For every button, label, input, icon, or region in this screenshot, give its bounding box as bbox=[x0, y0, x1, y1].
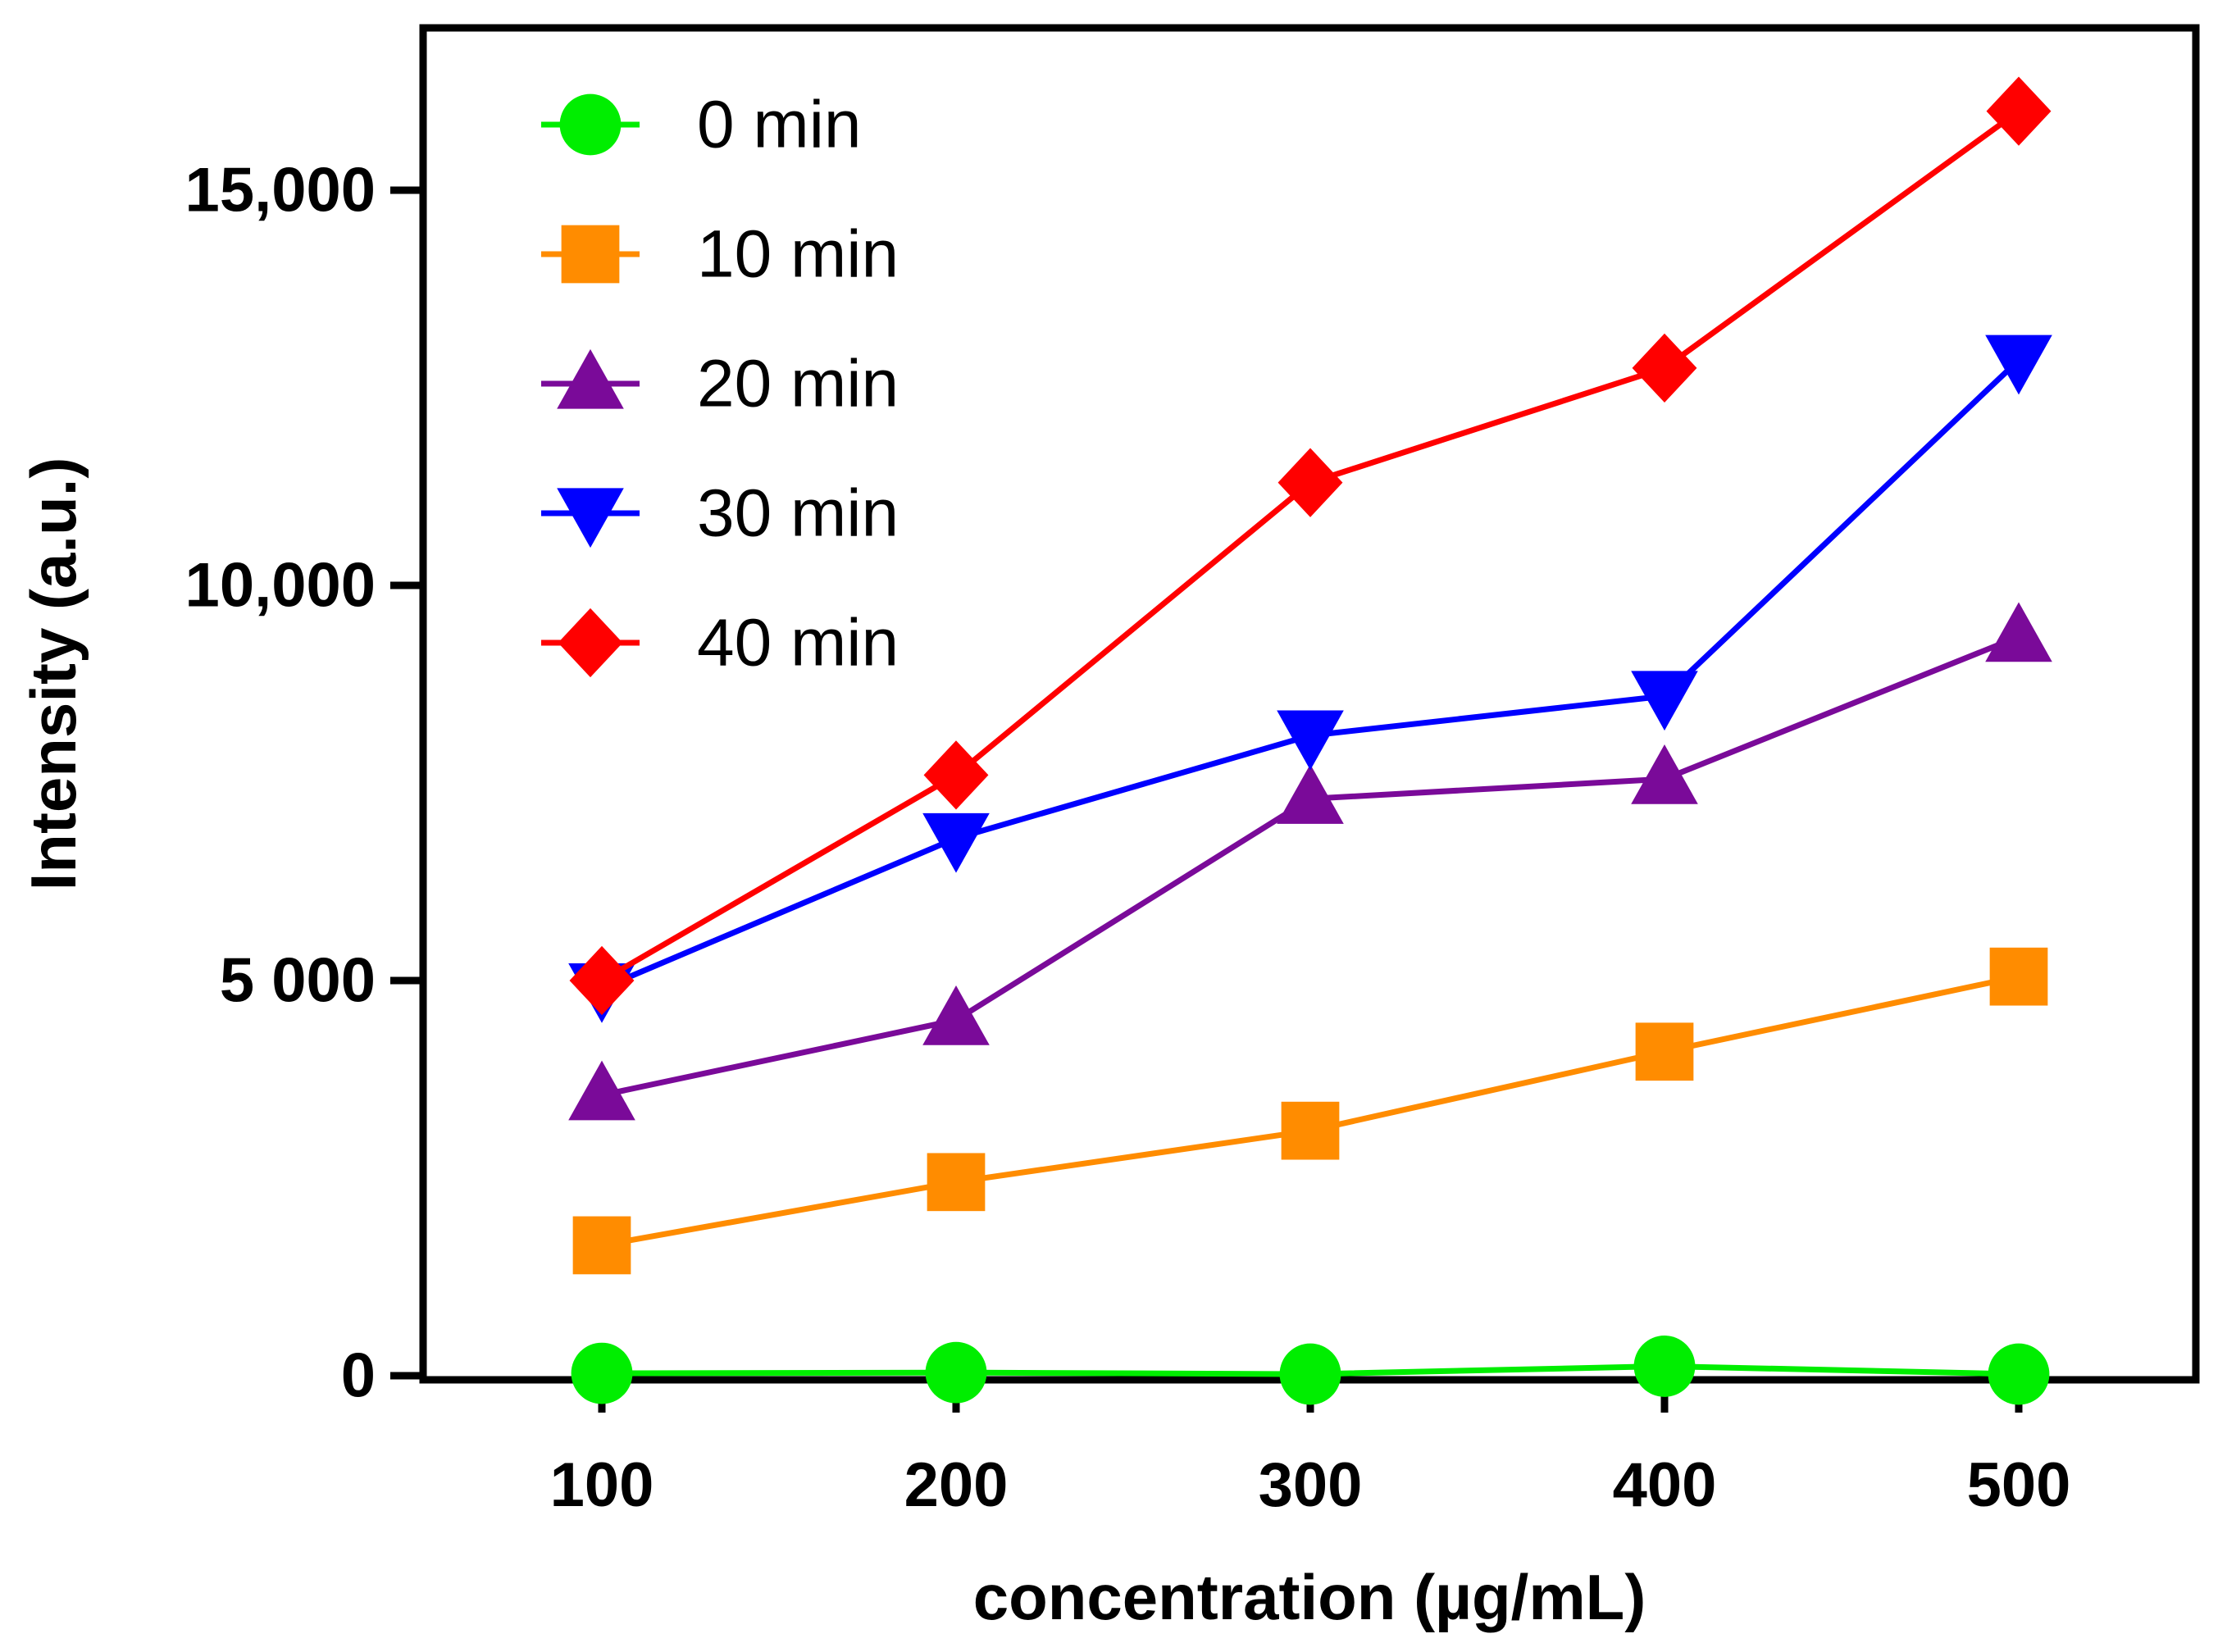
x-tick-label: 500 bbox=[1967, 1450, 2071, 1520]
data-point bbox=[568, 1060, 635, 1121]
data-point bbox=[1989, 947, 2048, 1006]
data-point bbox=[1988, 1343, 2050, 1405]
legend-marker bbox=[558, 608, 623, 678]
data-point bbox=[1985, 602, 2052, 662]
data-point bbox=[1632, 333, 1697, 403]
x-tick-label: 200 bbox=[904, 1450, 1009, 1520]
x-tick-label: 400 bbox=[1613, 1450, 1717, 1520]
data-point bbox=[922, 812, 990, 873]
data-point bbox=[1633, 1336, 1696, 1397]
data-point bbox=[1631, 744, 1698, 804]
data-point bbox=[572, 1216, 631, 1275]
data-point bbox=[927, 1153, 986, 1212]
y-tick-label: 10,000 bbox=[185, 551, 376, 621]
data-point bbox=[1277, 710, 1344, 771]
data-point bbox=[569, 945, 635, 1016]
y-tick-label: 5 000 bbox=[220, 946, 376, 1016]
data-point bbox=[1631, 671, 1698, 731]
legend-label: 0 min bbox=[697, 88, 862, 162]
legend-label: 20 min bbox=[697, 347, 899, 421]
x-axis-title: concentration (µg/mL) bbox=[973, 1561, 1646, 1633]
legend-marker bbox=[559, 93, 622, 156]
data-point bbox=[1277, 764, 1344, 824]
data-point bbox=[923, 740, 989, 810]
legend-label: 30 min bbox=[697, 476, 899, 551]
data-point bbox=[925, 1341, 987, 1404]
x-tick-label: 300 bbox=[1259, 1450, 1363, 1520]
legend-marker bbox=[561, 225, 620, 284]
x-tick-label: 100 bbox=[550, 1450, 654, 1520]
y-tick-label: 15,000 bbox=[185, 156, 376, 225]
legend-marker bbox=[557, 348, 624, 409]
data-point bbox=[1281, 1101, 1340, 1160]
plot-frame bbox=[419, 24, 2200, 1384]
legend-label: 40 min bbox=[697, 606, 899, 680]
data-point bbox=[1635, 1022, 1694, 1081]
data-point bbox=[1986, 76, 2052, 146]
legend-label: 10 min bbox=[697, 217, 899, 292]
data-point bbox=[1279, 1343, 1341, 1405]
series-line-20-min bbox=[601, 634, 2020, 1099]
y-tick-label: 0 bbox=[341, 1341, 376, 1411]
data-point bbox=[571, 1342, 633, 1404]
data-point bbox=[922, 985, 990, 1045]
data-point bbox=[1985, 334, 2052, 395]
y-axis-title: Intensity (a.u.) bbox=[17, 457, 89, 891]
data-point bbox=[1277, 448, 1343, 517]
legend-marker bbox=[557, 488, 624, 548]
